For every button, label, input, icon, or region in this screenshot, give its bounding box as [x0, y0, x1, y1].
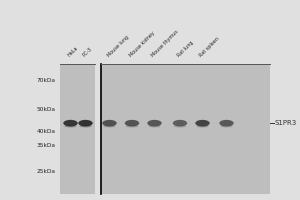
- Ellipse shape: [103, 125, 116, 127]
- Ellipse shape: [195, 120, 210, 126]
- Ellipse shape: [196, 125, 208, 127]
- Text: 50kDa: 50kDa: [37, 107, 56, 112]
- Text: Mouse kidney: Mouse kidney: [128, 31, 156, 58]
- Ellipse shape: [220, 125, 232, 127]
- Text: PC-3: PC-3: [82, 47, 93, 58]
- Text: 25kDa: 25kDa: [37, 169, 56, 174]
- Text: 35kDa: 35kDa: [37, 143, 56, 148]
- Text: Rat lung: Rat lung: [176, 40, 194, 58]
- Text: Mouse thymus: Mouse thymus: [151, 29, 180, 58]
- Text: Rat spleen: Rat spleen: [199, 36, 221, 58]
- Ellipse shape: [219, 120, 234, 126]
- Ellipse shape: [63, 120, 78, 126]
- Ellipse shape: [64, 125, 76, 127]
- Ellipse shape: [78, 120, 93, 126]
- Ellipse shape: [174, 125, 186, 127]
- Ellipse shape: [148, 125, 160, 127]
- Text: S1PR3: S1PR3: [274, 120, 297, 126]
- Text: 40kDa: 40kDa: [37, 129, 56, 134]
- Ellipse shape: [126, 125, 138, 127]
- Text: HeLa: HeLa: [67, 46, 79, 58]
- Ellipse shape: [173, 120, 187, 126]
- Bar: [60, 64, 94, 194]
- Ellipse shape: [147, 120, 162, 126]
- Ellipse shape: [102, 120, 117, 126]
- Text: 70kDa: 70kDa: [37, 78, 56, 83]
- Text: Mouse lung: Mouse lung: [106, 35, 129, 58]
- Ellipse shape: [125, 120, 139, 126]
- Ellipse shape: [80, 125, 92, 127]
- Bar: [100, 64, 270, 194]
